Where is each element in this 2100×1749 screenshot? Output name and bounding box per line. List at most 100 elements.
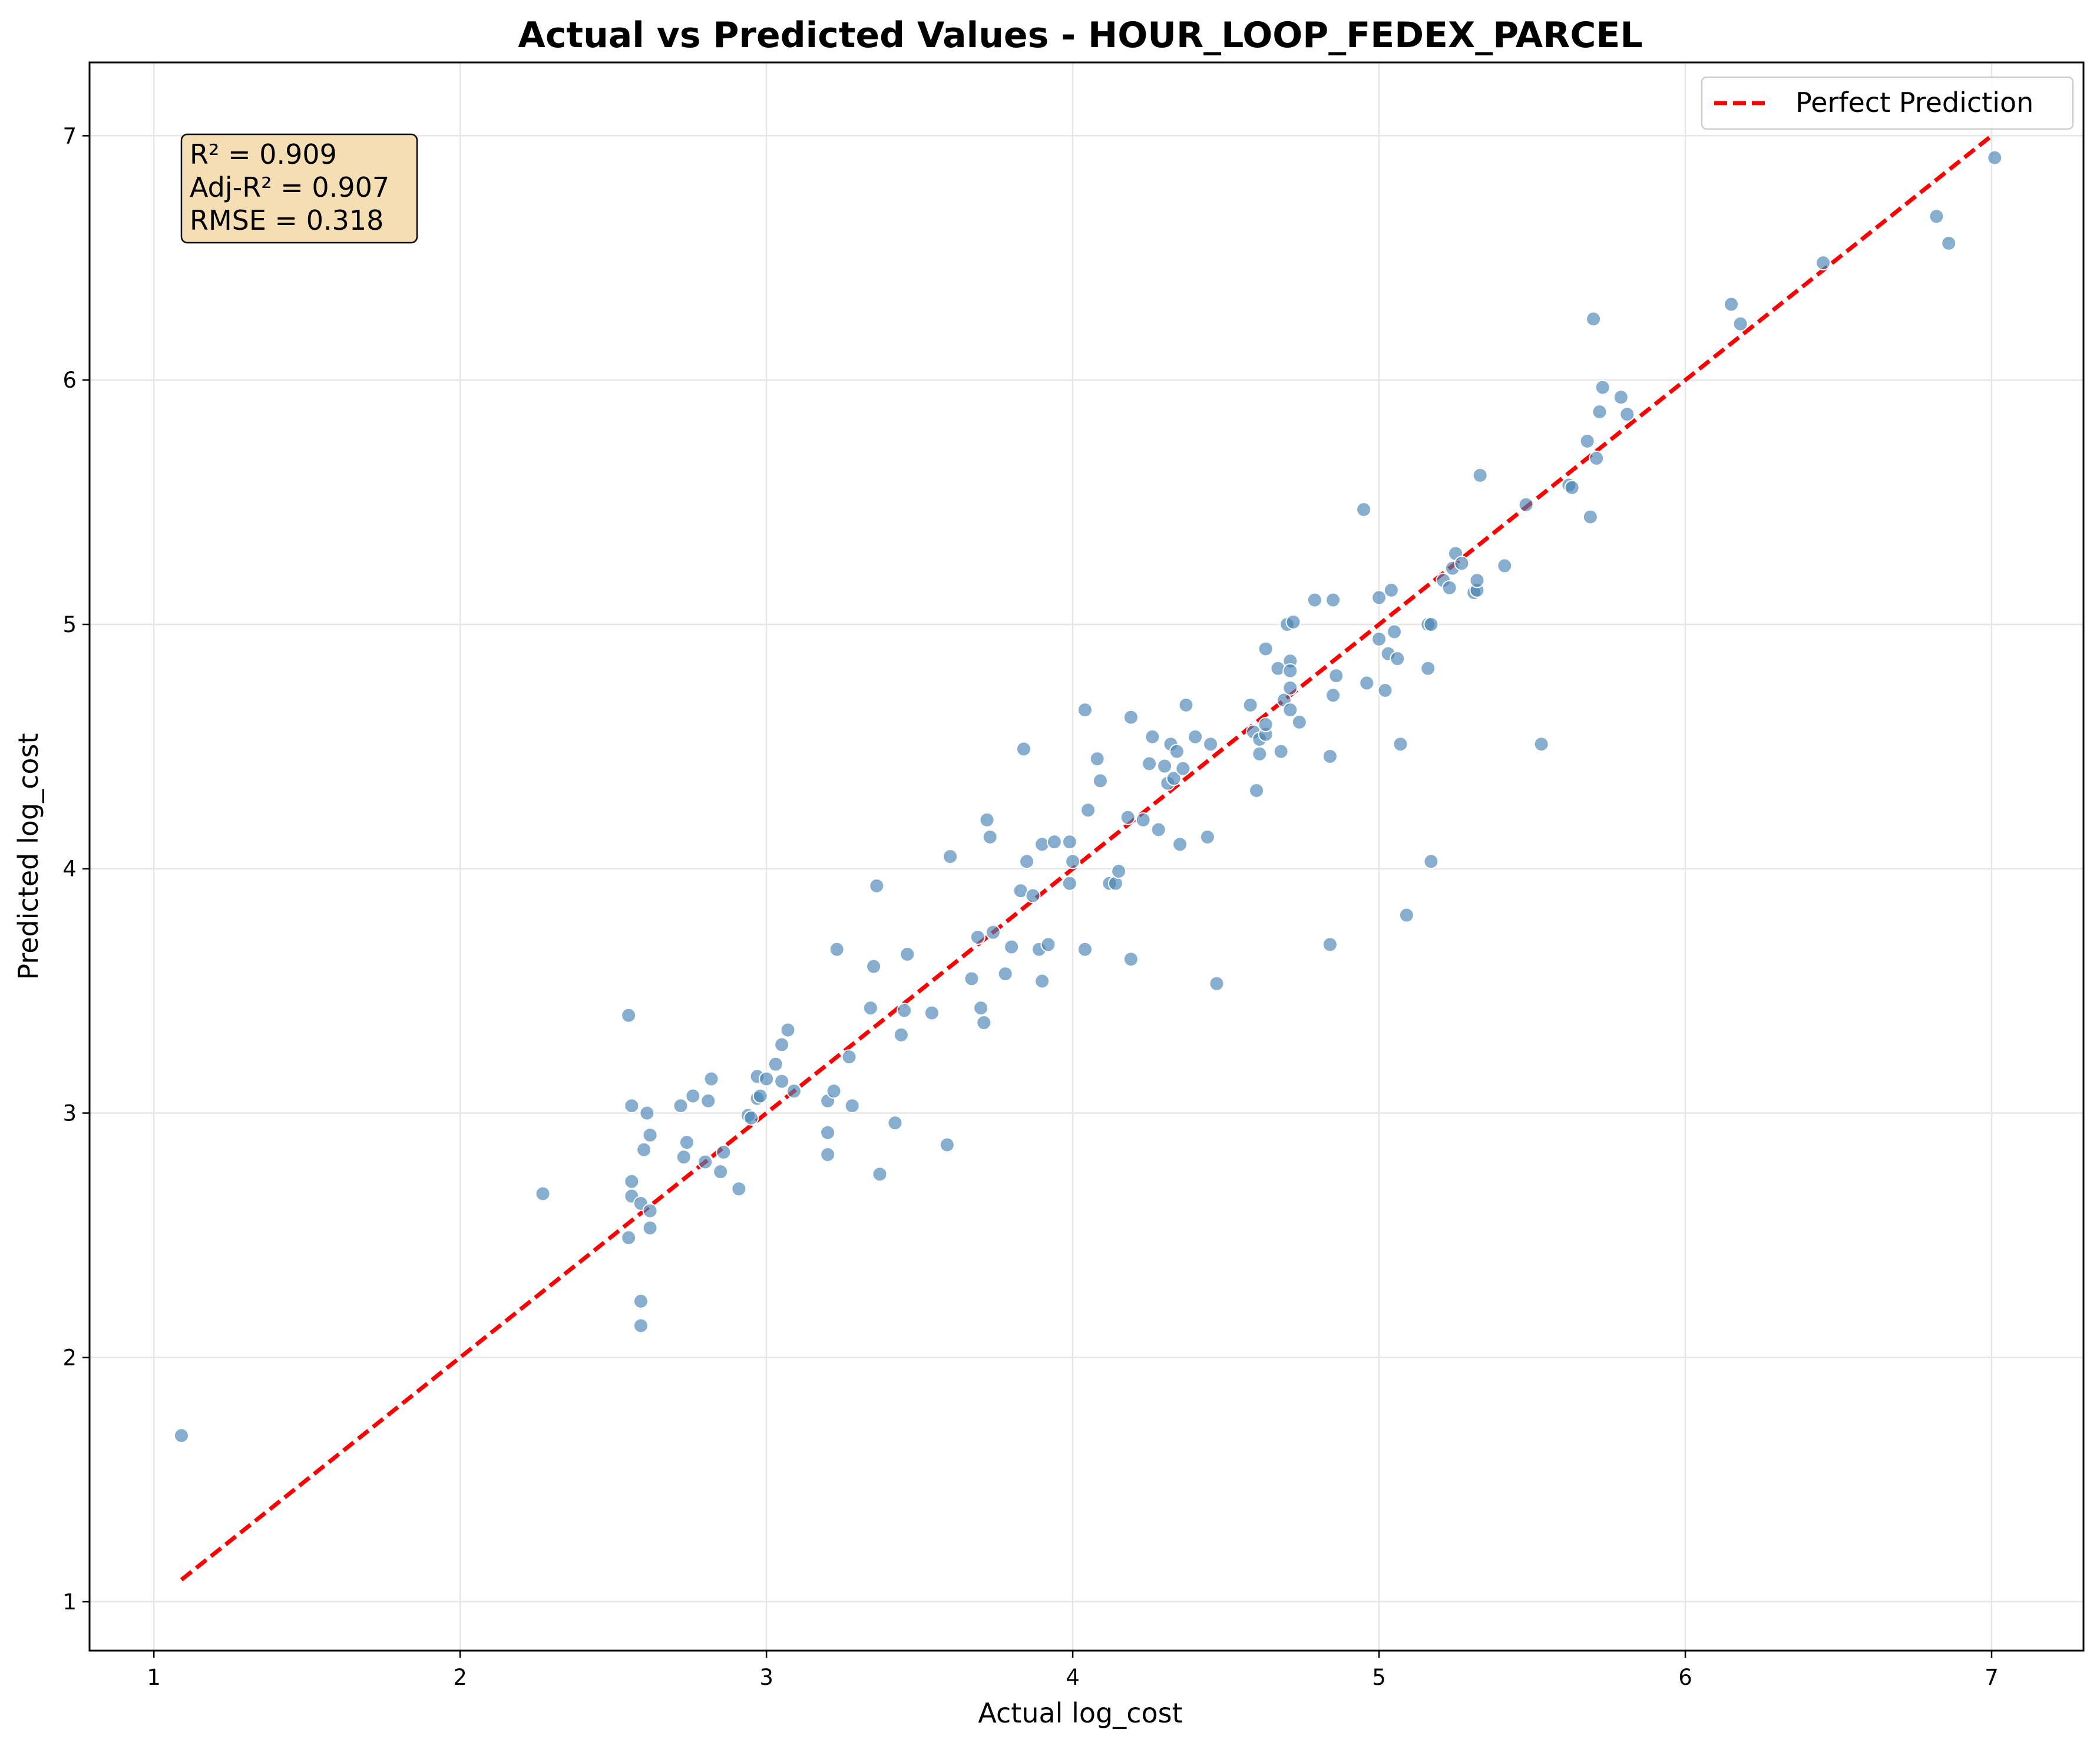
data-point: [1393, 736, 1408, 752]
data-point: [1258, 641, 1274, 657]
data-point: [1441, 580, 1457, 596]
data-point: [1120, 809, 1136, 825]
data-point: [633, 1293, 649, 1309]
data-point: [774, 1073, 790, 1089]
data-point: [976, 1015, 992, 1031]
data-point: [1172, 837, 1188, 852]
data-point: [1150, 822, 1166, 838]
data-point: [1175, 761, 1191, 776]
data-point: [1061, 834, 1077, 850]
y-tick-label: 2: [62, 1345, 77, 1370]
data-point: [1371, 631, 1387, 647]
data-point: [697, 1154, 713, 1170]
data-point: [1564, 480, 1580, 495]
data-point: [1371, 590, 1387, 606]
data-point: [1080, 802, 1096, 818]
data-point: [1328, 668, 1344, 684]
y-tick-label: 1: [62, 1589, 77, 1615]
data-point: [1619, 406, 1635, 422]
perfect-prediction-line: [180, 134, 1993, 1582]
data-point: [1092, 773, 1108, 789]
data-point: [1046, 834, 1062, 850]
data-point: [820, 1147, 836, 1163]
data-point: [1178, 697, 1194, 713]
data-point: [1322, 937, 1338, 953]
perfect-prediction-line-group: [180, 134, 1993, 1582]
data-point: [535, 1186, 551, 1202]
y-axis-ticks: 1 2 3 4 5 6 7: [62, 123, 90, 1615]
data-point: [1249, 783, 1265, 799]
y-tick-label: 4: [62, 857, 77, 882]
data-point: [844, 1098, 860, 1114]
y-tick-label: 5: [62, 612, 77, 637]
data-point: [979, 812, 995, 828]
y-tick-label: 7: [62, 123, 77, 148]
legend-box: [1701, 76, 2074, 130]
data-point: [887, 1115, 903, 1131]
data-point: [829, 941, 845, 957]
data-point: [872, 1166, 888, 1182]
data-point: [1423, 616, 1439, 632]
data-point: [1454, 556, 1470, 571]
data-point: [768, 1056, 783, 1072]
data-point: [964, 971, 980, 987]
data-point: [636, 1142, 652, 1158]
data-point: [1123, 951, 1139, 967]
stats-rmse: RMSE = 0.318: [190, 204, 383, 236]
data-point: [1034, 973, 1050, 989]
data-point: [1157, 758, 1173, 774]
data-point: [985, 924, 1001, 940]
data-point: [1987, 150, 2003, 166]
data-point: [1307, 592, 1322, 608]
data-point: [1613, 389, 1629, 405]
data-point: [1135, 812, 1151, 828]
data-point: [621, 1230, 637, 1246]
data-point: [1111, 863, 1127, 879]
data-point: [713, 1164, 729, 1180]
data-point: [982, 829, 998, 845]
data-point: [1377, 682, 1393, 698]
data-point: [1423, 854, 1439, 869]
x-axis-ticks: 1 2 3 4 5 6 7: [147, 1651, 1999, 1690]
data-point: [1383, 582, 1399, 598]
data-point: [642, 1127, 658, 1143]
data-point: [1089, 751, 1105, 767]
data-point: [826, 1083, 842, 1099]
data-point: [1188, 729, 1203, 745]
data-point: [685, 1088, 701, 1104]
legend-label-perfect-prediction: Perfect Prediction: [1795, 87, 2033, 118]
data-point: [973, 1000, 989, 1016]
data-point: [1145, 729, 1160, 745]
data-point: [642, 1203, 658, 1219]
data-point: [1004, 939, 1020, 955]
data-point: [624, 1098, 640, 1114]
data-point: [1034, 837, 1050, 852]
data-point: [1123, 709, 1139, 725]
data-point: [1589, 450, 1605, 466]
x-tick-label: 2: [453, 1665, 467, 1690]
data-point: [1325, 592, 1341, 608]
x-axis-label: Actual log_cost: [978, 1697, 1182, 1729]
data-point: [1065, 854, 1081, 869]
x-tick-label: 6: [1678, 1665, 1692, 1690]
data-point: [1273, 743, 1289, 759]
chart-title: Actual vs Predicted Values - HOUR_LOOP_F…: [518, 15, 1642, 56]
data-point: [624, 1173, 640, 1189]
data-point: [731, 1181, 747, 1197]
stats-box-background: [180, 133, 418, 244]
data-point: [759, 1071, 775, 1087]
x-tick-label: 7: [1985, 1665, 1999, 1690]
data-point: [942, 849, 958, 864]
data-point: [703, 1071, 719, 1087]
data-point: [841, 1049, 857, 1065]
data-point: [1724, 296, 1739, 312]
data-point: [1941, 235, 1957, 251]
data-point: [621, 1007, 637, 1023]
data-point: [639, 1105, 655, 1121]
data-point: [1732, 316, 1748, 332]
data-point: [939, 1137, 955, 1153]
data-point: [1282, 702, 1298, 718]
data-point: [1285, 614, 1301, 630]
